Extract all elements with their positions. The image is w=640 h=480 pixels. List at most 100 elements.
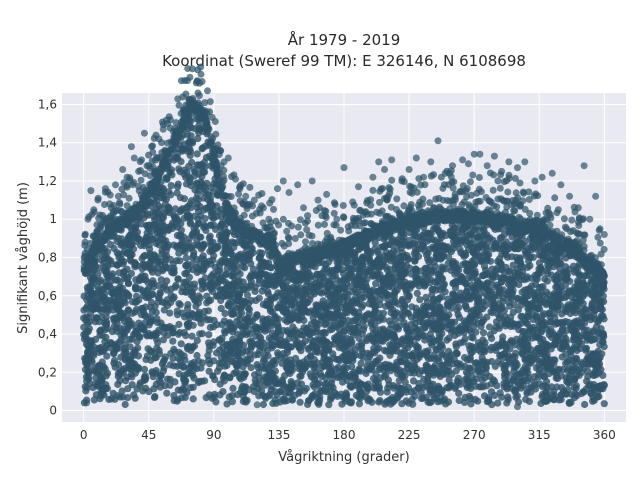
data-point — [198, 173, 206, 181]
data-point — [193, 351, 201, 360]
data-point — [266, 390, 274, 398]
data-point — [189, 395, 197, 403]
data-point — [254, 363, 262, 372]
data-point — [445, 376, 453, 384]
data-point — [455, 389, 463, 397]
data-point — [402, 322, 410, 330]
data-point — [321, 303, 329, 311]
data-point — [140, 252, 148, 260]
data-point — [207, 194, 215, 202]
data-point — [116, 313, 124, 321]
data-point — [465, 326, 474, 334]
data-point — [561, 294, 569, 302]
data-point — [395, 377, 403, 385]
data-point — [190, 251, 198, 259]
data-point — [562, 276, 570, 284]
data-point — [203, 292, 211, 300]
data-point — [480, 357, 488, 365]
data-point — [492, 346, 500, 354]
data-point — [98, 385, 106, 393]
data-point — [183, 168, 191, 176]
data-point — [534, 270, 542, 278]
data-point — [255, 294, 263, 302]
data-point — [118, 387, 126, 395]
data-point — [236, 305, 244, 313]
data-point — [180, 278, 188, 286]
data-point — [479, 336, 487, 344]
data-point — [395, 322, 403, 330]
data-point — [195, 260, 204, 268]
data-point — [191, 168, 199, 176]
data-point — [202, 153, 210, 162]
data-point — [562, 342, 570, 350]
data-point — [230, 323, 238, 332]
data-point — [455, 266, 463, 274]
data-point — [113, 276, 122, 284]
data-point — [453, 350, 461, 358]
data-point — [599, 371, 607, 379]
data-point — [82, 387, 90, 395]
data-point — [301, 298, 309, 306]
data-point — [177, 158, 185, 166]
data-point — [316, 275, 324, 283]
data-point — [599, 292, 607, 300]
data-point — [374, 379, 382, 387]
data-point — [411, 257, 419, 265]
data-point — [237, 322, 245, 330]
data-point — [311, 283, 319, 291]
data-point — [406, 284, 414, 293]
data-point — [227, 347, 235, 356]
data-point — [369, 272, 377, 280]
data-point — [120, 247, 128, 255]
data-point — [247, 272, 255, 280]
data-point — [557, 372, 566, 380]
data-point — [193, 365, 201, 373]
data-point — [421, 323, 429, 331]
data-point — [276, 341, 284, 349]
data-point — [456, 245, 464, 253]
data-point — [122, 377, 130, 385]
data-point — [525, 292, 533, 300]
data-point — [236, 315, 244, 324]
data-point — [154, 293, 162, 301]
data-point — [178, 147, 186, 155]
data-point — [248, 339, 257, 347]
data-point — [101, 279, 109, 287]
data-point — [449, 325, 457, 333]
data-point — [136, 379, 144, 387]
data-point — [491, 391, 499, 400]
data-point — [173, 311, 182, 319]
data-point — [550, 356, 558, 364]
data-point — [205, 234, 213, 242]
data-point — [345, 264, 353, 272]
data-point — [128, 373, 136, 381]
data-point — [432, 286, 440, 294]
data-point — [290, 271, 298, 279]
data-point — [596, 314, 605, 322]
data-point — [331, 295, 339, 303]
data-point — [447, 319, 455, 327]
data-point — [581, 400, 589, 409]
data-point — [84, 374, 92, 382]
data-point — [308, 392, 316, 400]
data-point — [511, 244, 519, 252]
data-point — [523, 285, 531, 294]
data-point — [371, 298, 379, 306]
data-point — [550, 275, 558, 283]
data-point — [137, 311, 145, 319]
data-point — [273, 304, 282, 312]
data-point — [408, 396, 416, 404]
data-point — [423, 251, 431, 259]
data-point — [160, 243, 168, 251]
data-point — [413, 334, 421, 342]
data-point — [205, 331, 213, 339]
data-point — [310, 383, 318, 391]
data-point — [499, 298, 507, 306]
data-point — [200, 221, 208, 229]
data-point — [408, 303, 416, 311]
data-point — [201, 183, 209, 191]
data-point — [571, 390, 579, 398]
data-point — [279, 381, 288, 389]
data-point — [174, 275, 182, 283]
